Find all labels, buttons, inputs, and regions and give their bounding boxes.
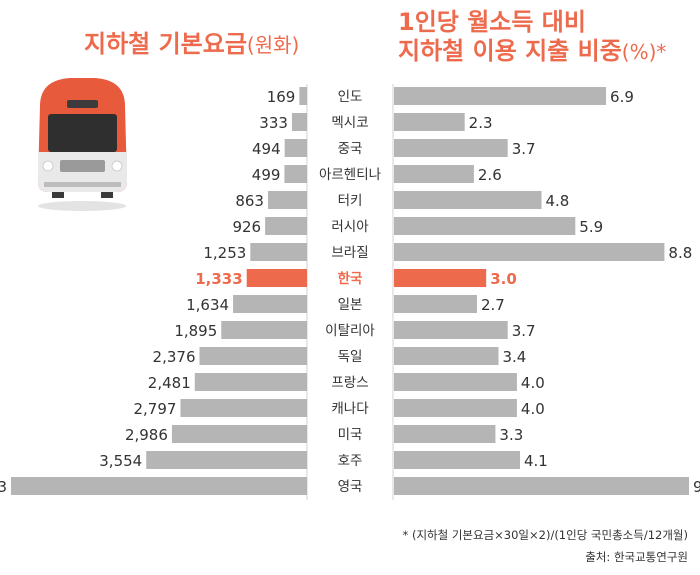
share-bar bbox=[394, 477, 689, 495]
share-value-label: 8.8 bbox=[668, 244, 692, 262]
fare-value-label: 2,376 bbox=[153, 348, 196, 366]
country-labels: 인도멕시코중국아르헨티나터키러시아브라질한국일본이탈리아독일프랑스캐나다미국호주… bbox=[319, 89, 381, 495]
country-label: 중국 bbox=[338, 141, 363, 157]
share-bar bbox=[394, 191, 542, 209]
fare-bar bbox=[284, 165, 307, 183]
right-chart-title: 1인당 월소득 대비 지하철 이용 지출 비중(%)* bbox=[398, 8, 666, 67]
share-value-label: 3.4 bbox=[502, 348, 526, 366]
fare-bar bbox=[146, 451, 307, 469]
fare-value-label: 333 bbox=[259, 114, 288, 132]
share-bar bbox=[394, 321, 508, 339]
fare-value-label: 1,895 bbox=[174, 322, 217, 340]
fare-bar bbox=[194, 373, 307, 391]
fare-bar bbox=[180, 399, 307, 417]
fare-bar bbox=[11, 477, 307, 495]
fare-value-label: 926 bbox=[232, 218, 261, 236]
share-value-label: 9.6 bbox=[693, 478, 700, 496]
share-bar bbox=[394, 373, 517, 391]
country-label: 캐나다 bbox=[331, 401, 369, 417]
country-label: 일본 bbox=[338, 297, 363, 313]
share-value-label: 3.7 bbox=[512, 140, 536, 158]
left-title-main: 지하철 기본요금 bbox=[84, 30, 247, 58]
left-chart-title: 지하철 기본요금(원화) bbox=[84, 30, 299, 60]
share-value-label: 5.9 bbox=[579, 218, 603, 236]
fare-bar bbox=[291, 113, 307, 131]
share-bar bbox=[394, 425, 496, 443]
country-label: 프랑스 bbox=[331, 375, 368, 391]
fare-value-label: 1,253 bbox=[203, 244, 246, 262]
share-value-label: 2.3 bbox=[469, 114, 493, 132]
fare-bar bbox=[265, 217, 307, 235]
share-value-label: 4.0 bbox=[521, 400, 545, 418]
share-bar bbox=[394, 451, 520, 469]
fare-value-label: 499 bbox=[252, 166, 281, 184]
fare-bar bbox=[250, 243, 307, 261]
country-label: 러시아 bbox=[331, 219, 369, 235]
country-label: 브라질 bbox=[331, 245, 368, 261]
fare-bar bbox=[267, 191, 307, 209]
share-bar bbox=[394, 139, 508, 157]
share-bar bbox=[394, 295, 477, 313]
share-value-label: 3.3 bbox=[499, 426, 523, 444]
footnote: * (지하철 기본요금×30일×2)/(1인당 국민총소득/12개월) bbox=[402, 528, 688, 542]
fare-bar bbox=[199, 347, 307, 365]
left-title-unit: (원화) bbox=[246, 33, 300, 57]
share-value-label: 4.1 bbox=[524, 452, 548, 470]
fare-value-label: 494 bbox=[252, 140, 281, 158]
share-value-label: 4.0 bbox=[521, 374, 545, 392]
fare-value-label: 2,481 bbox=[148, 374, 191, 392]
right-bar-series: 6.9 2.3 3.7 2.6 4.8 5.9 8.8 3.0 2.7 3.7 3.4 4.0 4.0 3… bbox=[394, 87, 700, 496]
fare-bar bbox=[171, 425, 307, 443]
country-label: 멕시코 bbox=[331, 115, 368, 131]
fare-value-label: 6,543 bbox=[0, 478, 7, 496]
left-bar-series: 169 333 494 499 863 926 1,253 1,333 1,634 1,895 2,… bbox=[0, 87, 307, 496]
fare-bar bbox=[299, 87, 307, 105]
share-bar bbox=[394, 269, 487, 287]
fare-value-label: 3,554 bbox=[99, 452, 142, 470]
right-title-line2: 지하철 이용 지출 비중(%)* bbox=[398, 37, 666, 67]
fare-value-label: 2,797 bbox=[134, 400, 177, 418]
fare-value-label: 169 bbox=[267, 88, 296, 106]
share-value-label: 2.7 bbox=[481, 296, 505, 314]
fare-value-label: 1,333 bbox=[195, 270, 242, 288]
country-label: 영국 bbox=[338, 479, 363, 495]
share-bar bbox=[394, 347, 499, 365]
country-label: 인도 bbox=[338, 89, 363, 105]
country-label: 미국 bbox=[338, 427, 363, 443]
share-value-label: 3.0 bbox=[490, 270, 517, 288]
country-label: 아르헨티나 bbox=[319, 167, 381, 183]
fare-bar bbox=[284, 139, 307, 157]
right-title-unit: (%)* bbox=[621, 40, 667, 64]
share-bar bbox=[394, 165, 474, 183]
fare-bar bbox=[233, 295, 307, 313]
share-value-label: 3.7 bbox=[512, 322, 536, 340]
share-bar bbox=[394, 113, 465, 131]
subway-train-icon bbox=[38, 78, 127, 211]
country-label: 터키 bbox=[338, 193, 363, 209]
share-bar bbox=[394, 243, 665, 261]
share-bar bbox=[394, 399, 517, 417]
fare-value-label: 2,986 bbox=[125, 426, 168, 444]
fare-bar bbox=[221, 321, 307, 339]
chart-area: 169 333 494 499 863 926 1,253 1,333 1,634 1,895 2,… bbox=[0, 84, 700, 500]
fare-value-label: 863 bbox=[235, 192, 264, 210]
share-bar bbox=[394, 87, 607, 105]
fare-bar bbox=[246, 269, 307, 287]
share-bar bbox=[394, 217, 576, 235]
country-label: 이탈리아 bbox=[325, 323, 375, 339]
share-value-label: 4.8 bbox=[546, 192, 570, 210]
country-label: 한국 bbox=[338, 271, 363, 287]
share-value-label: 6.9 bbox=[610, 88, 634, 106]
source-note: 출처: 한국교통연구원 bbox=[585, 550, 688, 564]
fare-value-label: 1,634 bbox=[186, 296, 229, 314]
country-label: 독일 bbox=[338, 349, 363, 365]
country-label: 호주 bbox=[338, 453, 363, 469]
right-title-line1: 1인당 월소득 대비 bbox=[398, 8, 586, 36]
right-title-main: 지하철 이용 지출 비중 bbox=[398, 37, 622, 65]
share-value-label: 2.6 bbox=[478, 166, 502, 184]
